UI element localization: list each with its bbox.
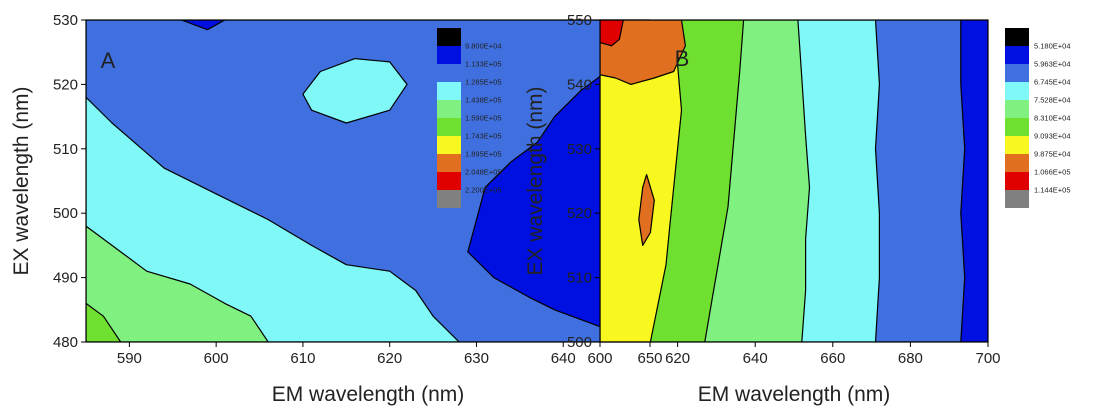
legend-swatch [437,100,461,118]
contour-region [86,302,122,342]
legend-swatch [437,172,461,190]
y-tick-label: 500 [567,334,592,351]
legend-label: 8.310E+04 [1034,114,1071,123]
legend-swatch [1005,136,1029,154]
x-tick-label: 600 [204,350,229,367]
contour-region [180,20,226,31]
legend-label: 1.066E+05 [1034,168,1071,177]
x-tick-label: 660 [820,350,845,367]
x-tick-label: 630 [464,350,489,367]
legend-swatch [1005,172,1029,190]
legend-label: 6.745E+04 [1034,78,1071,87]
x-tick-label: 620 [665,350,690,367]
contour-region [874,20,988,342]
legend-swatch [1005,46,1029,64]
legend-label: 5.963E+04 [1034,60,1071,69]
x-axis-title: EM wavelength (nm) [272,383,465,406]
y-tick-label: 530 [567,141,592,158]
x-tick-label: 700 [975,350,1000,367]
contour-region [302,57,408,124]
y-axis-title: EX wavelength (nm) [10,86,33,275]
y-tick-label: 500 [53,205,78,222]
contour-regions [600,20,988,342]
legend-swatch [1005,190,1029,208]
x-tick-label: 590 [117,350,142,367]
y-tick-label: 480 [53,334,78,351]
x-tick-label: 600 [587,350,612,367]
legend-label: 9.800E+04 [465,42,502,51]
legend-swatch [1005,28,1029,46]
legend-swatch [437,64,461,82]
legend-label: 2.200E+05 [465,186,502,195]
legend-label: 1.133E+05 [465,60,502,69]
panel-label: A [101,48,116,73]
x-tick-label: 680 [898,350,923,367]
contour-chart-b: 600 620 640 660 680 700 500 510 520 530 540 550 EM w… [524,12,1071,406]
y-tick-label: 510 [567,270,592,287]
x-tick-label: 640 [551,350,576,367]
legend-swatch [1005,100,1029,118]
contour-region [600,20,624,47]
y-tick-label: 490 [53,270,78,287]
y-axis-title: EX wavelength (nm) [524,86,547,275]
plot-frame [599,19,989,343]
x-tick-label: 610 [290,350,315,367]
legend-label: 1.743E+05 [465,132,502,141]
legend-swatch [1005,64,1029,82]
y-tick-label: 540 [567,76,592,93]
legend-swatch [437,190,461,208]
legend-label: 1.895E+05 [465,150,502,159]
y-tick-label: 520 [567,205,592,222]
color-legend: 5.180E+04 5.963E+04 6.745E+04 7.528E+04 8.31… [1005,28,1071,208]
y-tick-label: 520 [53,76,78,93]
y-tick-label: 550 [567,12,592,29]
contour-region [86,225,269,342]
legend-label: 9.093E+04 [1034,132,1071,141]
contour-region [960,20,988,342]
legend-swatch [1005,82,1029,100]
contour-region [638,174,655,246]
y-tick-label: 510 [53,141,78,158]
panel-label: B [675,46,690,71]
contour-region [600,20,687,86]
legend-swatch [437,136,461,154]
legend-swatch [437,118,461,136]
contour-chart-a: 590 600 610 620 630 640 650 480 490 500 510 520 530 E… [10,12,663,406]
legend-label: 5.180E+04 [1034,42,1071,51]
legend-label: 7.528E+04 [1034,96,1071,105]
legend-swatch [437,82,461,100]
legend-label: 1.285E+05 [465,78,502,87]
legend-label: 2.048E+05 [465,168,502,177]
y-tick-label: 530 [53,12,78,29]
x-tick-label: 620 [377,350,402,367]
color-legend: 9.800E+04 1.133E+05 1.285E+05 1.438E+05 1.59… [437,28,502,208]
legend-swatch [437,46,461,64]
legend-swatch [437,28,461,46]
legend-swatch [437,154,461,172]
legend-swatch [1005,118,1029,136]
x-tick-label: 640 [743,350,768,367]
legend-label: 1.144E+05 [1034,186,1071,195]
x-tick-label: 650 [637,350,662,367]
legend-label: 1.438E+05 [465,96,502,105]
legend-swatch [1005,154,1029,172]
legend-label: 9.875E+04 [1034,150,1071,159]
x-axis-title: EM wavelength (nm) [698,383,891,406]
legend-label: 1.590E+05 [465,114,502,123]
contour-regions [86,20,650,342]
